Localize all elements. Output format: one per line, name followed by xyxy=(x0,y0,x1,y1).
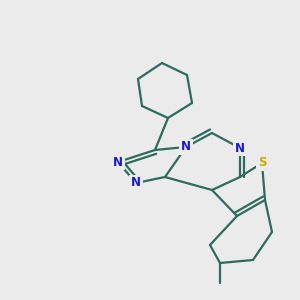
Text: S: S xyxy=(258,157,266,169)
Text: N: N xyxy=(181,140,191,154)
Text: N: N xyxy=(113,155,123,169)
Text: N: N xyxy=(131,176,141,190)
Text: N: N xyxy=(235,142,245,154)
